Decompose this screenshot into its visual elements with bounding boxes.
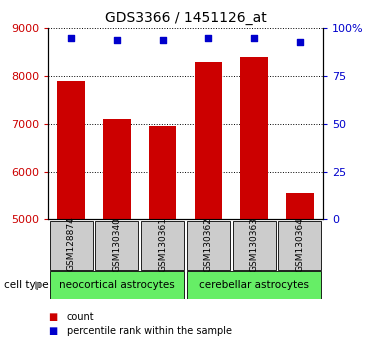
Text: GSM130362: GSM130362 bbox=[204, 217, 213, 272]
Bar bbox=[233, 221, 276, 270]
Text: ■: ■ bbox=[48, 326, 58, 336]
Point bbox=[68, 35, 74, 41]
Text: ▶: ▶ bbox=[35, 280, 43, 290]
Text: cell type: cell type bbox=[4, 280, 48, 290]
Bar bbox=[103, 119, 131, 219]
Text: GSM130363: GSM130363 bbox=[250, 217, 259, 272]
Text: ■: ■ bbox=[48, 312, 58, 322]
Text: count: count bbox=[67, 312, 94, 322]
Text: GSM130361: GSM130361 bbox=[158, 217, 167, 272]
Bar bbox=[240, 57, 268, 219]
Text: neocortical astrocytes: neocortical astrocytes bbox=[59, 280, 175, 290]
Point bbox=[114, 37, 120, 42]
Bar bbox=[195, 62, 222, 219]
Bar bbox=[187, 221, 230, 270]
Text: GSM128874: GSM128874 bbox=[67, 217, 76, 272]
Bar bbox=[141, 221, 184, 270]
Bar bbox=[50, 272, 184, 298]
Bar bbox=[286, 193, 313, 219]
Bar bbox=[95, 221, 138, 270]
Point bbox=[160, 37, 165, 42]
Bar bbox=[278, 221, 321, 270]
Title: GDS3366 / 1451126_at: GDS3366 / 1451126_at bbox=[105, 11, 266, 24]
Text: percentile rank within the sample: percentile rank within the sample bbox=[67, 326, 232, 336]
Point bbox=[297, 39, 303, 45]
Text: GSM130340: GSM130340 bbox=[112, 217, 121, 272]
Bar bbox=[58, 81, 85, 219]
Point bbox=[206, 35, 211, 41]
Bar bbox=[149, 126, 176, 219]
Text: cerebellar astrocytes: cerebellar astrocytes bbox=[199, 280, 309, 290]
Bar bbox=[50, 221, 93, 270]
Text: GSM130364: GSM130364 bbox=[295, 217, 304, 272]
Point bbox=[251, 35, 257, 41]
Bar bbox=[187, 272, 321, 298]
